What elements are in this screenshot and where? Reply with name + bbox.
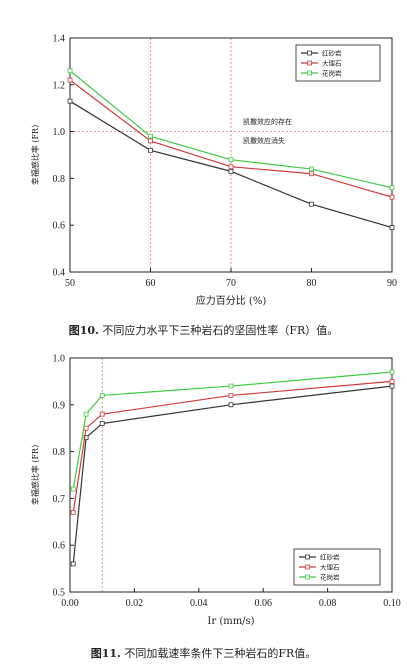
data-point bbox=[67, 98, 73, 104]
y-tick-label: 1.0 bbox=[53, 127, 66, 138]
legend-marker bbox=[307, 70, 312, 76]
x-tick-label: 0.06 bbox=[254, 598, 272, 609]
y-tick-label: 0.9 bbox=[53, 400, 66, 411]
y-axis-label: 幸福感比率 (FR) bbox=[30, 125, 40, 185]
caption-text: 不同应力水平下三种岩石的坚固性率（FR）值。 bbox=[102, 324, 339, 337]
legend-label: 大理石 bbox=[320, 563, 340, 572]
data-point bbox=[99, 411, 105, 417]
data-point bbox=[389, 185, 395, 191]
data-point bbox=[389, 383, 395, 389]
data-point bbox=[309, 166, 314, 172]
caption-figure-10: 图10. 不同应力水平下三种岩石的坚固性率（FR）值。 bbox=[0, 322, 407, 338]
data-point bbox=[148, 147, 153, 153]
legend-label: 红砂岩 bbox=[320, 553, 340, 562]
data-point bbox=[228, 383, 234, 389]
legend-marker bbox=[307, 60, 312, 66]
y-tick-label: 1.4 bbox=[53, 34, 66, 45]
legend-marker bbox=[307, 50, 312, 56]
chart-loading-rate: 0.00 0.02 0.04 0.06 0.08 0.10 0.5 0.6 0.7 0.8 0.9 1… bbox=[30, 354, 401, 628]
data-point bbox=[99, 421, 105, 426]
legend-label: 大理石 bbox=[322, 59, 342, 68]
data-point bbox=[389, 194, 395, 200]
data-point bbox=[67, 68, 73, 74]
y-tick-label: 0.7 bbox=[53, 494, 66, 505]
x-axis-label: 应力百分比 (%) bbox=[196, 294, 267, 307]
y-tick-label: 0.4 bbox=[53, 268, 66, 279]
data-point bbox=[99, 393, 105, 398]
legend-marker bbox=[305, 564, 310, 570]
data-point bbox=[70, 510, 76, 515]
data-point bbox=[309, 201, 314, 207]
x-tick-label: 0.04 bbox=[190, 598, 208, 609]
data-point bbox=[67, 77, 73, 83]
data-point bbox=[228, 168, 234, 174]
plot-frame bbox=[69, 357, 393, 593]
y-axis-label: 幸福感比率 (FR) bbox=[30, 445, 40, 505]
legend-marker bbox=[305, 554, 310, 560]
x-tick-label: 0.02 bbox=[126, 598, 144, 609]
y-tick-label: 0.6 bbox=[53, 541, 66, 552]
data-point bbox=[70, 561, 76, 567]
caption-label: 图10. bbox=[68, 324, 99, 337]
y-tick-label: 1.2 bbox=[53, 80, 66, 91]
series-line bbox=[72, 380, 393, 513]
y-tick-label: 0.6 bbox=[53, 221, 66, 232]
annotation-text: 凯撒效应的存在 bbox=[243, 117, 292, 126]
x-tick-label: 0.08 bbox=[319, 598, 337, 609]
data-point bbox=[83, 425, 89, 431]
x-tick-label: 50 bbox=[65, 278, 75, 289]
data-point bbox=[228, 402, 234, 408]
x-tick-label: 80 bbox=[307, 278, 317, 289]
y-tick-label: 0.5 bbox=[53, 588, 66, 599]
x-tick-label: 60 bbox=[146, 278, 156, 289]
x-tick-label: 90 bbox=[387, 278, 397, 289]
legend-label: 红砂岩 bbox=[322, 49, 342, 58]
data-point bbox=[148, 138, 153, 144]
data-point bbox=[228, 393, 234, 398]
data-point bbox=[83, 411, 89, 417]
chart-stress-percentage: 50 60 70 80 90 0.4 0.6 0.8 1.0 1.2 1.4 应力百分比 (%) 幸福感… bbox=[30, 34, 397, 308]
data-point bbox=[148, 133, 153, 139]
x-tick-label: 0.10 bbox=[383, 598, 401, 609]
annotation-text: 凯撒效应消失 bbox=[243, 136, 285, 145]
data-point bbox=[389, 225, 395, 230]
series-line bbox=[72, 385, 393, 564]
x-tick-label: 70 bbox=[226, 278, 236, 289]
legend-label: 花岗岩 bbox=[320, 573, 340, 582]
x-tick-label: 0.00 bbox=[61, 598, 79, 609]
x-axis-label: Ir (mm/s) bbox=[207, 616, 254, 627]
data-point bbox=[389, 369, 395, 375]
caption-label: 图11. bbox=[90, 647, 121, 660]
legend-label: 花岗岩 bbox=[322, 69, 342, 78]
legend-marker bbox=[305, 574, 310, 580]
y-tick-label: 0.8 bbox=[53, 447, 66, 458]
data-point bbox=[228, 157, 234, 163]
data-point bbox=[389, 379, 395, 384]
data-point bbox=[309, 171, 314, 177]
series-line bbox=[72, 371, 393, 490]
data-point bbox=[70, 486, 76, 492]
y-tick-label: 0.8 bbox=[53, 174, 66, 185]
caption-text: 不同加载速率条件下三种岩石的FR值。 bbox=[124, 647, 317, 660]
caption-figure-11: 图11. 不同加载速率条件下三种岩石的FR值。 bbox=[0, 645, 407, 661]
data-point bbox=[228, 164, 234, 170]
y-tick-label: 1.0 bbox=[53, 354, 66, 365]
